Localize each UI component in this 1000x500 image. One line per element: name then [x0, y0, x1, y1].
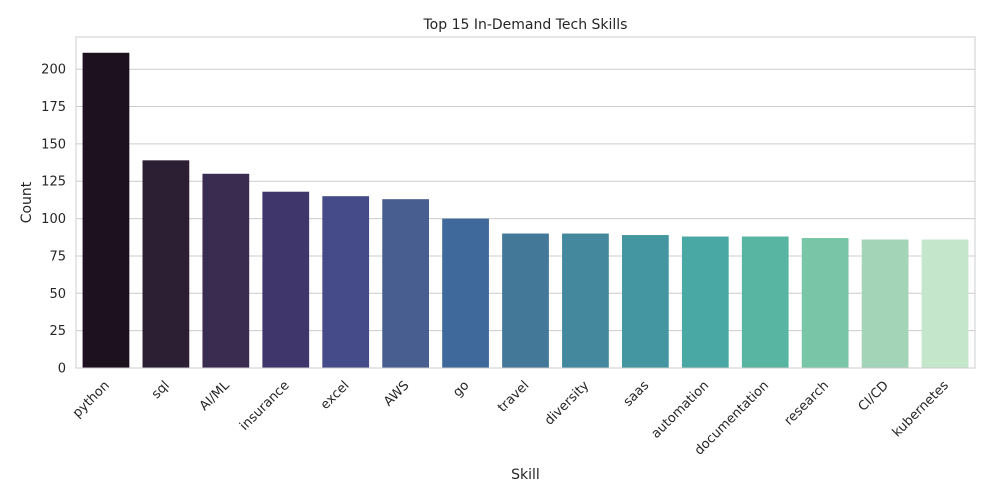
bar-documentation [741, 236, 789, 368]
bar-research [801, 238, 849, 368]
x-tick-label: diversity [542, 378, 592, 428]
bar-excel [322, 196, 370, 368]
bar-sql [142, 160, 190, 368]
bar-python [82, 52, 130, 369]
y-tick-label: 125 [41, 175, 66, 190]
bar-ci-cd [861, 239, 909, 368]
x-tick-label: kubernetes [890, 378, 952, 440]
x-tick-label: python [70, 378, 113, 421]
y-tick-label: 100 [41, 212, 66, 227]
bar-saas [621, 235, 669, 368]
x-tick-label: research [782, 378, 832, 428]
bar-diversity [562, 233, 609, 368]
bar-travel [502, 233, 549, 368]
bar-insurance [262, 191, 310, 368]
y-tick-label: 0 [58, 362, 66, 377]
bar-ai-ml [202, 173, 250, 368]
bar-kubernetes [921, 239, 969, 368]
x-tick-label: go [450, 378, 472, 400]
y-tick-label: 200 [41, 63, 66, 78]
bar-aws [382, 199, 430, 368]
x-tick-label: sql [149, 378, 173, 402]
x-tick-label: automation [649, 378, 712, 441]
x-axis-label: Skill [511, 467, 540, 483]
bar-automation [681, 236, 729, 368]
x-tick-label: travel [495, 378, 532, 415]
chart-title: Top 15 In-Demand Tech Skills [423, 17, 628, 33]
x-tick-label: CI/CD [856, 378, 892, 414]
y-tick-labels: 0 25 50 75 100 125 150 175 200 [41, 63, 66, 377]
y-tick-label: 175 [41, 100, 66, 115]
y-tick-label: 50 [49, 287, 66, 302]
bars [82, 52, 969, 369]
y-tick-label: 25 [49, 324, 66, 339]
x-tick-label: AWS [381, 378, 412, 409]
y-axis-label: Count [19, 181, 35, 223]
y-tick-label: 75 [49, 249, 66, 264]
x-tick-label: excel [318, 378, 353, 413]
bar-go [442, 218, 489, 368]
x-tick-label: saas [621, 378, 653, 410]
x-tick-label: AI/ML [197, 378, 233, 414]
plot-frame [75, 36, 976, 369]
y-tick-label: 150 [41, 137, 66, 152]
x-tick-label: insurance [237, 378, 293, 434]
x-tick-labels: python sql AI/ML insurance excel AWS go travel d… [70, 378, 952, 459]
